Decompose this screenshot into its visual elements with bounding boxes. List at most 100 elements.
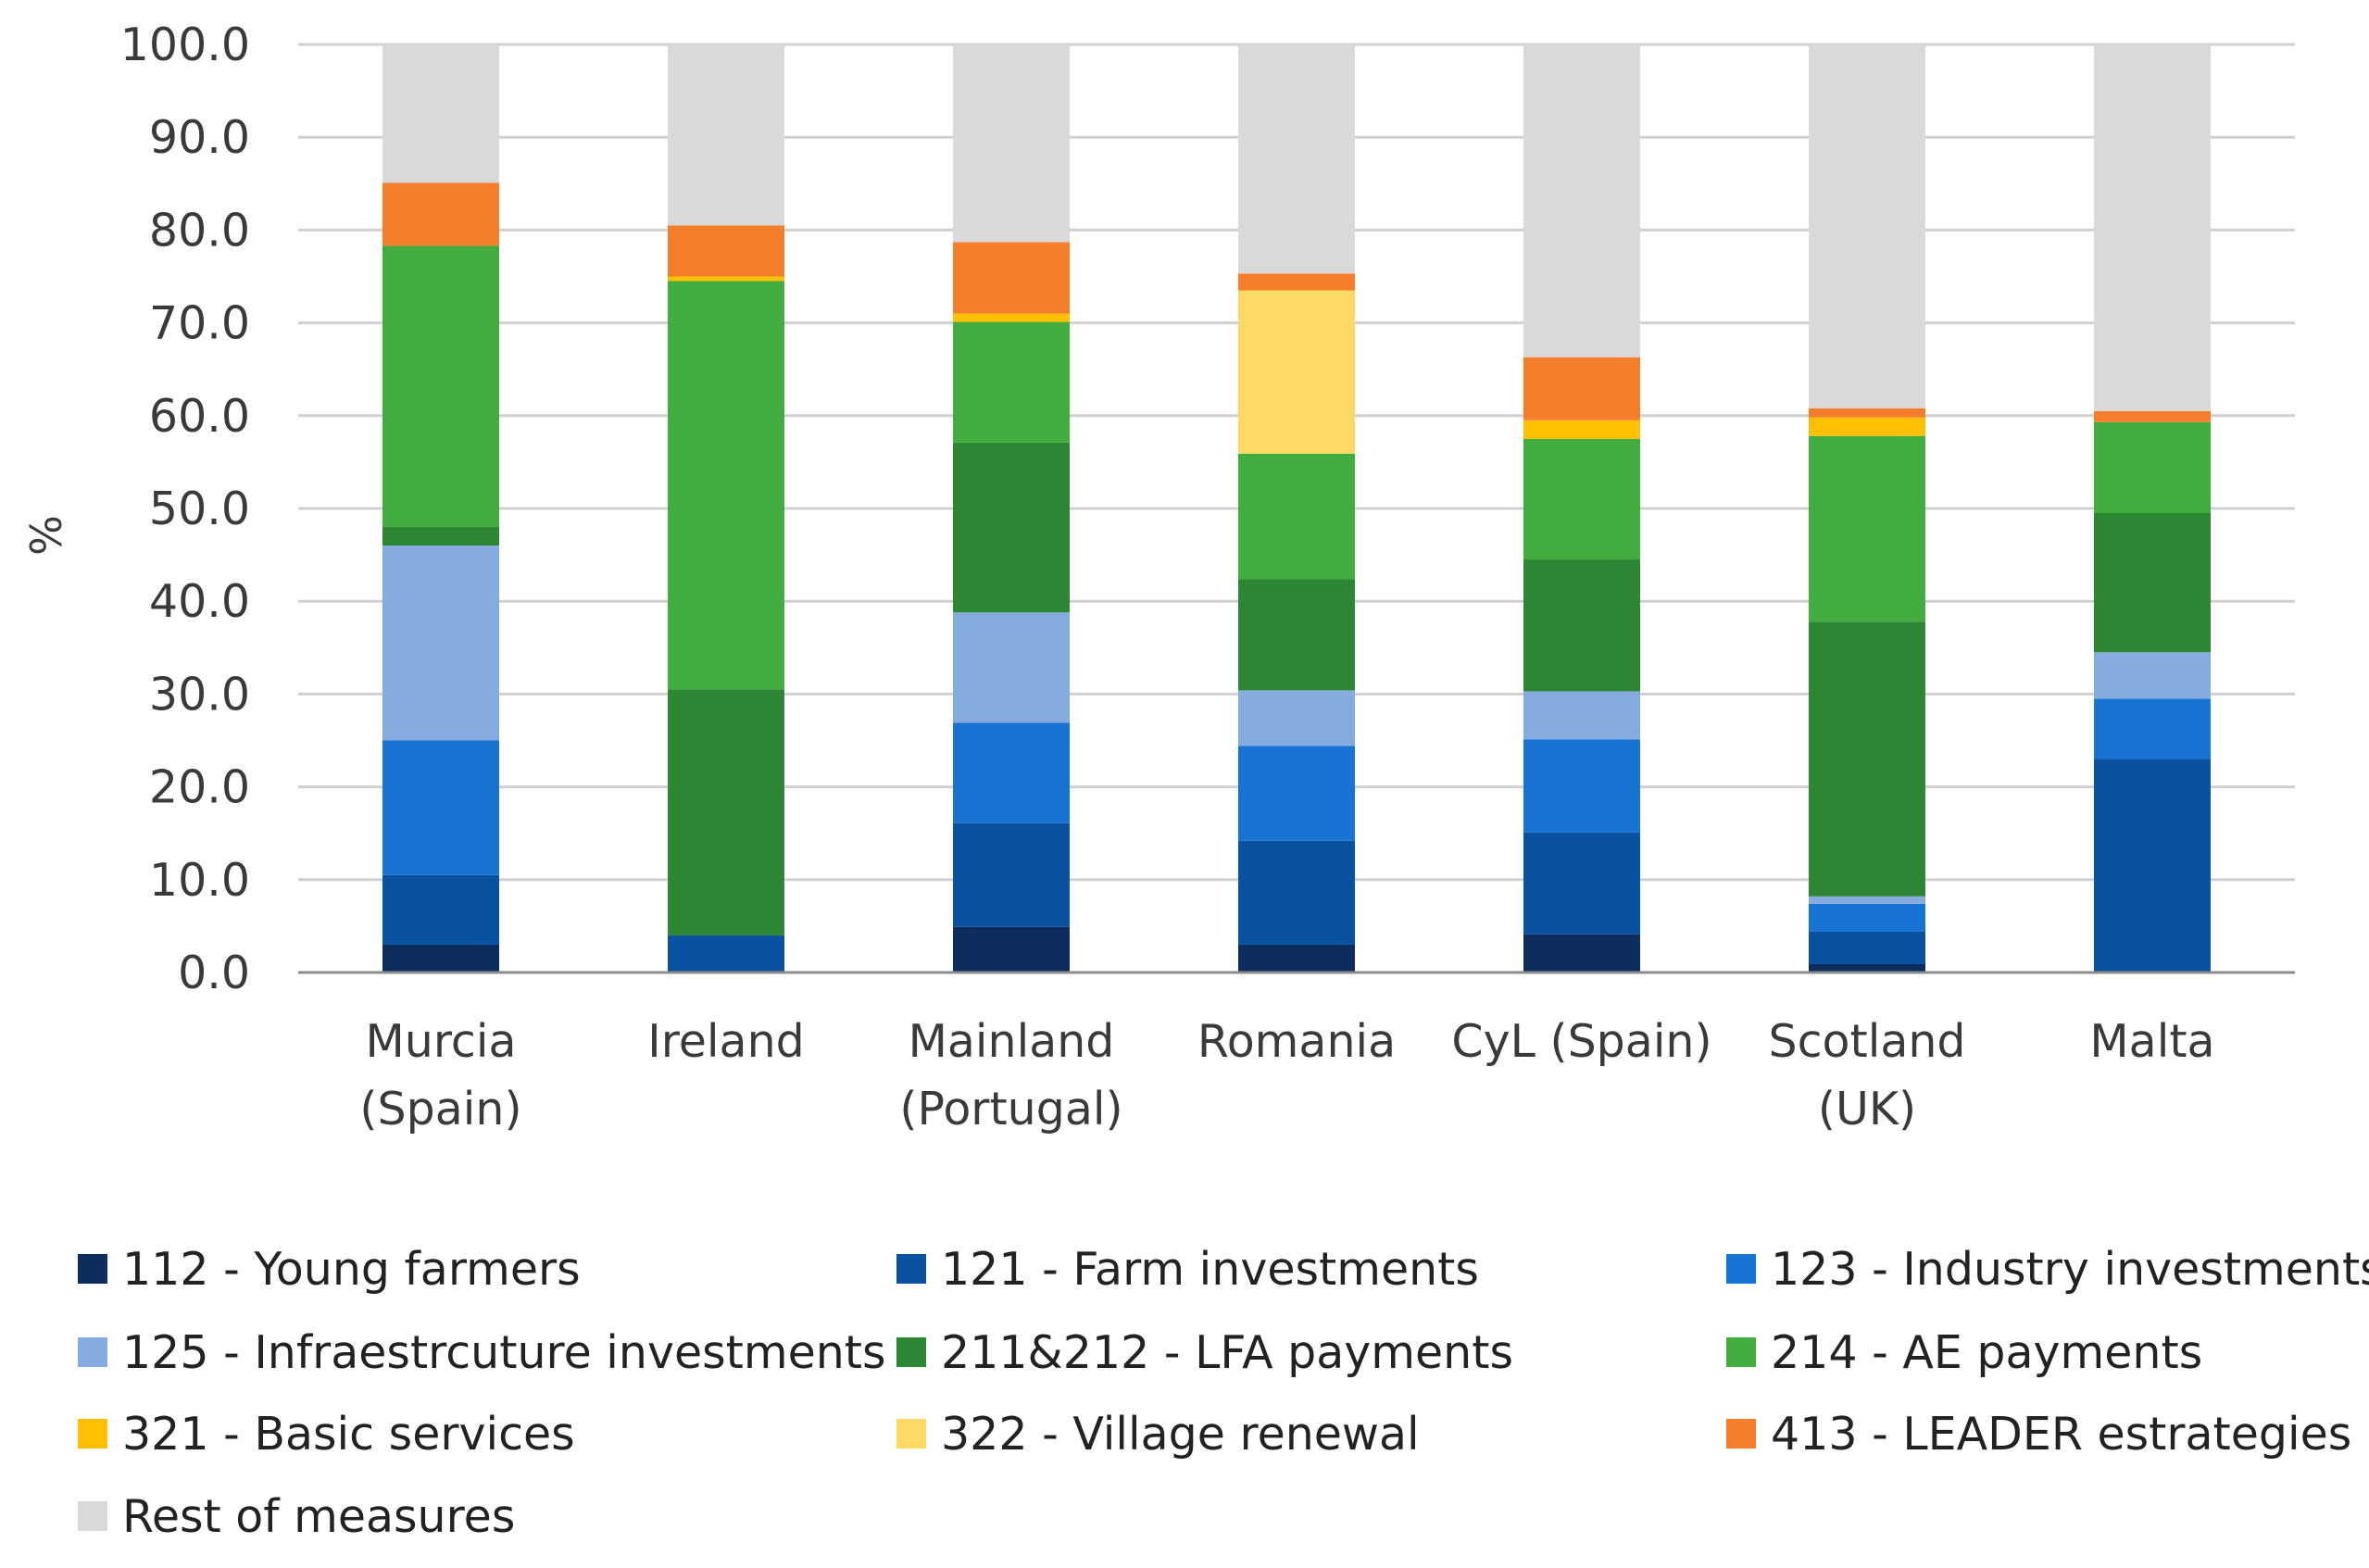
bar-segment [1809, 621, 1925, 897]
bar-segment [1809, 435, 1925, 622]
y-tick-label: 100.0 [120, 19, 250, 71]
x-tick-label-line: (Spain) [359, 1083, 521, 1135]
bar-segment [953, 321, 1070, 443]
bar-segment [1238, 944, 1355, 972]
x-tick-label: CyL (Spain) [1451, 1015, 1711, 1068]
y-tick-label: 70.0 [149, 297, 250, 350]
bar-stack [2094, 44, 2211, 972]
y-tick-label: 60.0 [149, 390, 250, 443]
bar-segment [668, 689, 784, 935]
bar-segment [1809, 417, 1925, 436]
x-tick-label-line: Romania [1197, 1015, 1396, 1068]
bar-segment [1523, 739, 1640, 833]
bar-stack [668, 44, 784, 972]
bar-segment [668, 276, 784, 282]
x-tick-label-line: Mainland [909, 1015, 1115, 1068]
legend-item: 211&212 - LFA payments [896, 1326, 1513, 1379]
y-tick-label: 90.0 [149, 111, 250, 164]
bar-segment [382, 546, 499, 741]
legend-swatch [896, 1419, 926, 1449]
bar-segment [1523, 559, 1640, 692]
bar-segment [1809, 903, 1925, 932]
bar-segment [1523, 44, 1640, 358]
x-tick-label-line: (Portugal) [899, 1083, 1122, 1135]
bar-segment [1523, 691, 1640, 740]
bar-segment [2094, 410, 2211, 422]
x-tick-label-line: Scotland [1768, 1015, 1965, 1068]
bar-segment [1809, 44, 1925, 408]
bar-segment [382, 44, 499, 183]
x-tick-label: Murcia (Spain) [359, 1015, 521, 1135]
legend-item: 112 - Young farmers [78, 1243, 581, 1296]
legend-swatch [1726, 1419, 1756, 1449]
legend-label: 321 - Basic services [122, 1408, 575, 1461]
bar-segment [382, 874, 499, 945]
x-tick-label: Malta [2089, 1015, 2214, 1068]
bar-segment [953, 822, 1070, 927]
legend-label: 211&212 - LFA payments [941, 1326, 1513, 1379]
legend-item: Rest of measures [78, 1490, 515, 1543]
x-tick-label: Ireland [647, 1015, 804, 1068]
x-tick-label: Mainland (Portugal) [899, 1015, 1122, 1135]
legend-swatch [78, 1419, 107, 1449]
bar-segment [668, 281, 784, 690]
x-tick-label: Romania [1197, 1015, 1396, 1068]
legend-label: Rest of measures [122, 1490, 515, 1543]
legend-item: 413 - LEADER estrategies [1726, 1408, 2351, 1461]
bar-segment [382, 527, 499, 546]
legend-swatch [78, 1254, 107, 1284]
bar-segment [953, 442, 1070, 613]
bar-segment [953, 313, 1070, 322]
y-tick-label: 80.0 [149, 204, 250, 257]
legend-label: 112 - Young farmers [122, 1243, 581, 1296]
bar-segment [1238, 746, 1355, 841]
bar-stack [1809, 44, 1925, 972]
x-tick-label-line: Murcia [366, 1015, 517, 1068]
y-axis-label: % [21, 515, 71, 556]
bar-segment [1523, 420, 1640, 439]
legend-swatch [1726, 1337, 1756, 1367]
legend-swatch [896, 1337, 926, 1367]
legend-swatch [78, 1501, 107, 1531]
bar-stack [1238, 44, 1355, 972]
legend-label: 322 - Village renewal [941, 1408, 1420, 1461]
axes: 0.0 10.0 20.0 30.0 40.0 50.0 60.0 70.0 80.0 90.0 1… [120, 19, 2295, 1135]
legend-label: 413 - LEADER estrategies [1771, 1408, 2351, 1461]
bar-segment [2094, 652, 2211, 699]
legend-item: 322 - Village renewal [896, 1408, 1420, 1461]
bar-segment [382, 944, 499, 972]
bar-segment [953, 612, 1070, 723]
bar-segment [1238, 290, 1355, 454]
bar-segment [668, 225, 784, 277]
bar-segment [1523, 934, 1640, 972]
bar-segment [1238, 453, 1355, 580]
bar-segment [1238, 273, 1355, 291]
bar-segment [1809, 931, 1925, 964]
bar-segment [1523, 438, 1640, 560]
legend-label: 214 - AE payments [1771, 1326, 2202, 1379]
x-tick-label: Scotland (UK) [1768, 1015, 1965, 1135]
bar-segment [2094, 698, 2211, 759]
bar-segment [953, 722, 1070, 823]
y-tick-label: 40.0 [149, 575, 250, 628]
y-tick-label: 10.0 [149, 854, 250, 907]
bar-segment [382, 740, 499, 875]
bar-segment [1238, 690, 1355, 746]
x-tick-label-line: Ireland [647, 1015, 804, 1068]
legend-item: 121 - Farm investments [896, 1243, 1479, 1296]
bar-segment [1238, 44, 1355, 274]
legend-swatch [1726, 1254, 1756, 1284]
legend-item: 214 - AE payments [1726, 1326, 2202, 1379]
bar-segment [953, 44, 1070, 243]
legend-item: 321 - Basic services [78, 1408, 575, 1461]
y-tick-label: 30.0 [149, 668, 250, 721]
x-tick-label-line: (UK) [1818, 1083, 1916, 1135]
legend-item: 125 - Infraestrcuture investments [78, 1326, 886, 1379]
bar-segment [2094, 44, 2211, 411]
bar-segment [2094, 421, 2211, 514]
bar-segment [1809, 963, 1925, 972]
x-tick-label-line: CyL (Spain) [1451, 1015, 1711, 1068]
bar-segment [1523, 832, 1640, 935]
